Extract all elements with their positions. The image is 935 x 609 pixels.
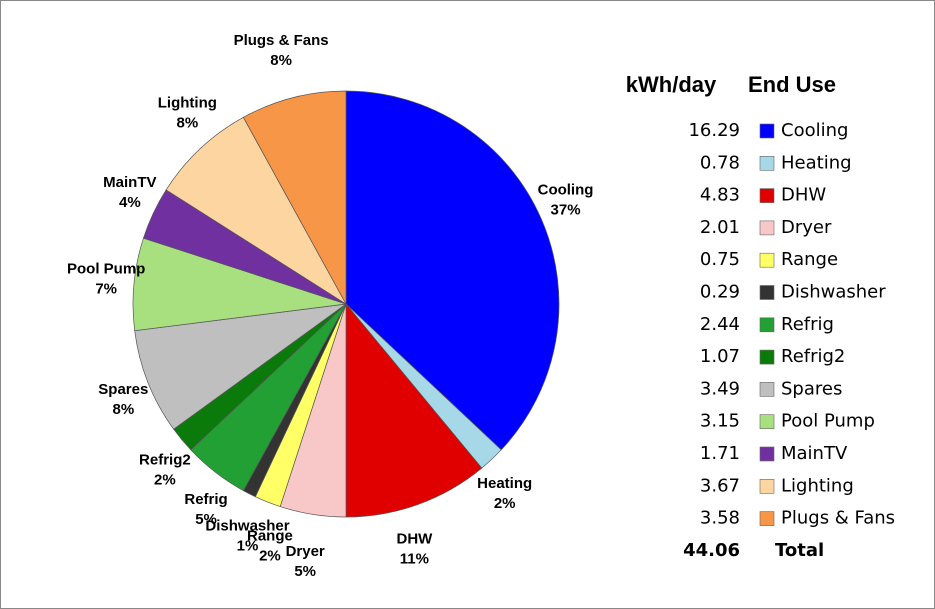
legend-swatch: [759, 252, 775, 268]
kwh-value: 3.58: [700, 508, 740, 529]
legend-label: Range: [781, 249, 838, 270]
kwh-value: 3.49: [700, 378, 740, 399]
slice-value-label: 5%: [294, 563, 316, 580]
table-header: End Use: [748, 72, 836, 97]
kwh-value: 0.78: [700, 152, 740, 173]
slice-label: Cooling: [538, 181, 594, 198]
slice-value-label: 2%: [494, 495, 516, 512]
legend-label: Cooling: [781, 120, 848, 141]
slice-value-label: 7%: [95, 280, 117, 297]
kwh-value: 0.75: [700, 249, 740, 270]
pie-slice: [242, 90, 347, 305]
legend-swatch: [759, 188, 775, 203]
slice-label: DHW: [396, 531, 433, 548]
legend-swatch: [759, 220, 775, 236]
legend-swatch: [759, 285, 775, 300]
slice-value-label: 2%: [259, 548, 281, 565]
slice-value-label: 4%: [119, 194, 141, 211]
legend-label: Lighting: [781, 475, 854, 496]
slice-value-label: 37%: [551, 201, 581, 218]
slice-value-label: 8%: [270, 52, 292, 69]
slice-value-label: 2%: [154, 471, 176, 488]
slice-label: Refrig: [184, 491, 227, 508]
slice-label: MainTV: [103, 174, 156, 191]
legend-label: Spares: [781, 378, 842, 399]
kwh-value: 16.29: [688, 120, 740, 141]
legend-swatch: [759, 123, 775, 139]
legend-swatch: [759, 382, 775, 397]
kwh-value: 3.15: [700, 411, 740, 432]
slice-label: Refrig2: [139, 451, 191, 468]
pie-slice: [345, 303, 483, 518]
legend-swatch: [759, 349, 775, 365]
legend-label: Refrig: [781, 314, 834, 335]
legend-label: Refrig2: [781, 346, 845, 367]
kwh-value: 0.29: [700, 282, 740, 303]
slice-label: Dryer: [286, 543, 325, 560]
legend-swatch: [759, 156, 775, 171]
slice-label: Plugs & Fans: [234, 32, 329, 49]
pie-slice: [165, 116, 347, 305]
kwh-value: 3.67: [700, 475, 740, 496]
legend-label: Pool Pump: [781, 411, 875, 432]
slice-value-label: 5%: [195, 511, 217, 528]
legend-swatch: [759, 414, 775, 430]
slice-value-label: 8%: [176, 115, 198, 132]
slice-label: Lighting: [158, 95, 217, 112]
slice-label: Heating: [477, 475, 532, 492]
slice-label: Spares: [98, 381, 148, 398]
slice-value-label: 1%: [237, 538, 259, 555]
pie-slice: [345, 90, 560, 451]
total-label: Total: [775, 540, 824, 561]
legend-label: DHW: [781, 185, 826, 206]
slice-label: Range: [247, 528, 293, 545]
legend-swatch: [759, 317, 775, 333]
slice-value-label: 8%: [112, 401, 134, 418]
kwh-value: 2.01: [700, 217, 740, 238]
legend-label: Plugs & Fans: [781, 508, 895, 529]
legend-label: MainTV: [781, 443, 848, 464]
legend-swatch: [759, 446, 775, 462]
slice-value-label: 11%: [400, 551, 429, 568]
kwh-value: 4.83: [700, 185, 740, 206]
slice-label: Dishwasher: [205, 518, 289, 535]
legend-label: Dryer: [781, 217, 832, 238]
legend-swatch: [759, 478, 775, 494]
legend-label: Heating: [781, 152, 852, 173]
legend-label: Dishwasher: [781, 282, 886, 303]
table-header: kWh/day: [626, 72, 717, 97]
kwh-value: 1.07: [700, 346, 740, 367]
kwh-value: 2.44: [700, 314, 740, 335]
total-value: 44.06: [683, 540, 740, 561]
pie-slice: [134, 303, 347, 430]
slice-label: Pool Pump: [67, 260, 145, 277]
legend-swatch: [759, 511, 775, 526]
kwh-value: 1.71: [700, 443, 740, 464]
